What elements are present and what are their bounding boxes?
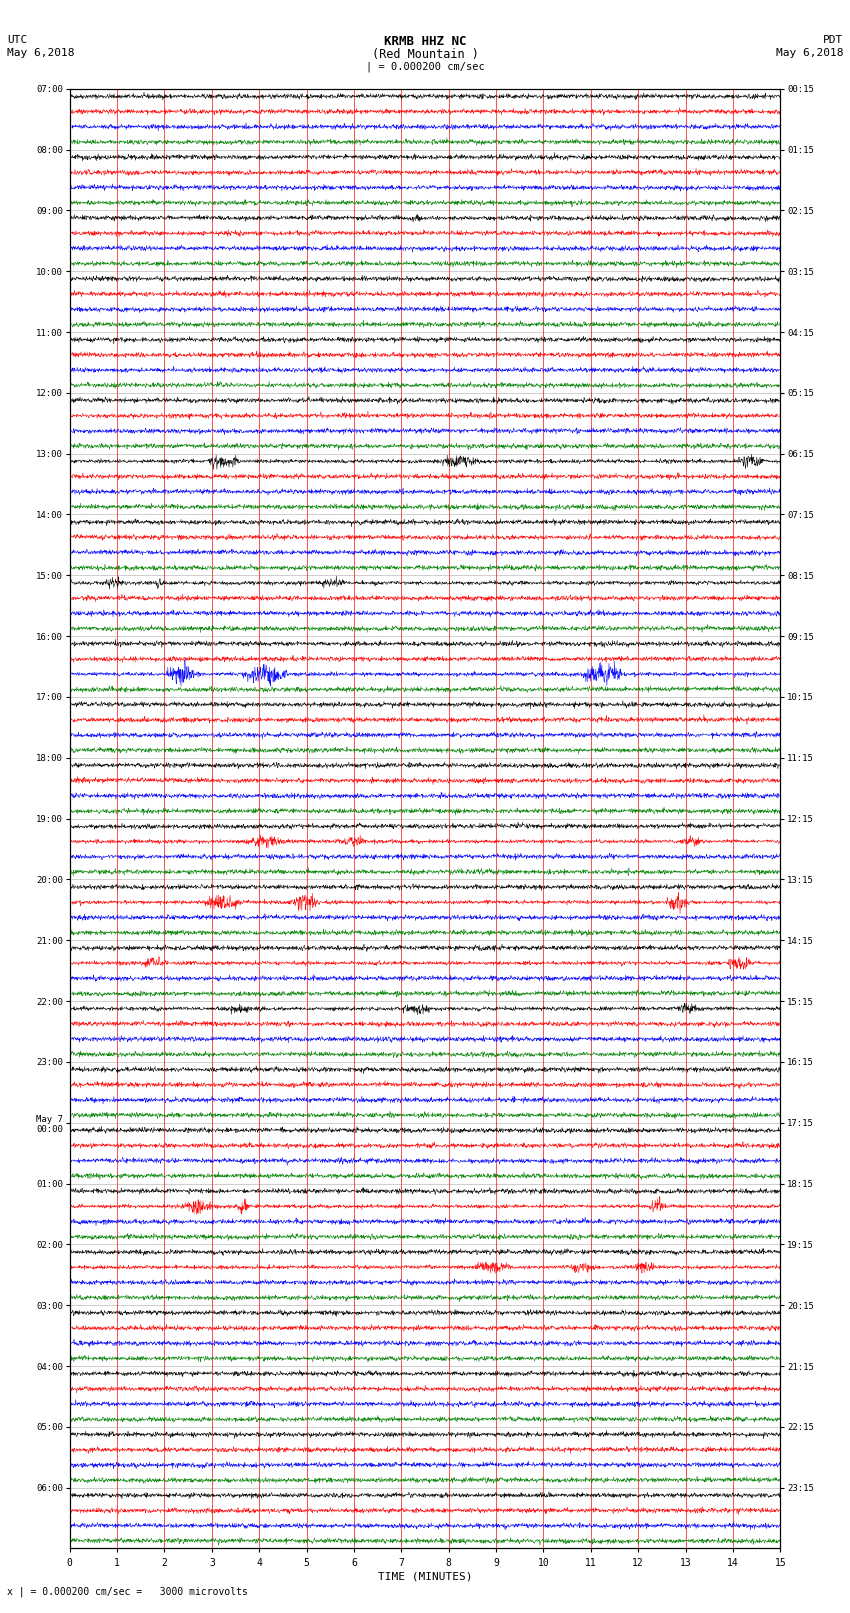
Text: (Red Mountain ): (Red Mountain ): [371, 48, 479, 61]
Text: May 6,2018: May 6,2018: [776, 48, 843, 58]
Text: May 6,2018: May 6,2018: [7, 48, 74, 58]
X-axis label: TIME (MINUTES): TIME (MINUTES): [377, 1571, 473, 1582]
Text: UTC: UTC: [7, 35, 27, 45]
Text: x | = 0.000200 cm/sec =   3000 microvolts: x | = 0.000200 cm/sec = 3000 microvolts: [7, 1586, 247, 1597]
Text: | = 0.000200 cm/sec: | = 0.000200 cm/sec: [366, 61, 484, 73]
Text: KRMB HHZ NC: KRMB HHZ NC: [383, 35, 467, 48]
Text: PDT: PDT: [823, 35, 843, 45]
